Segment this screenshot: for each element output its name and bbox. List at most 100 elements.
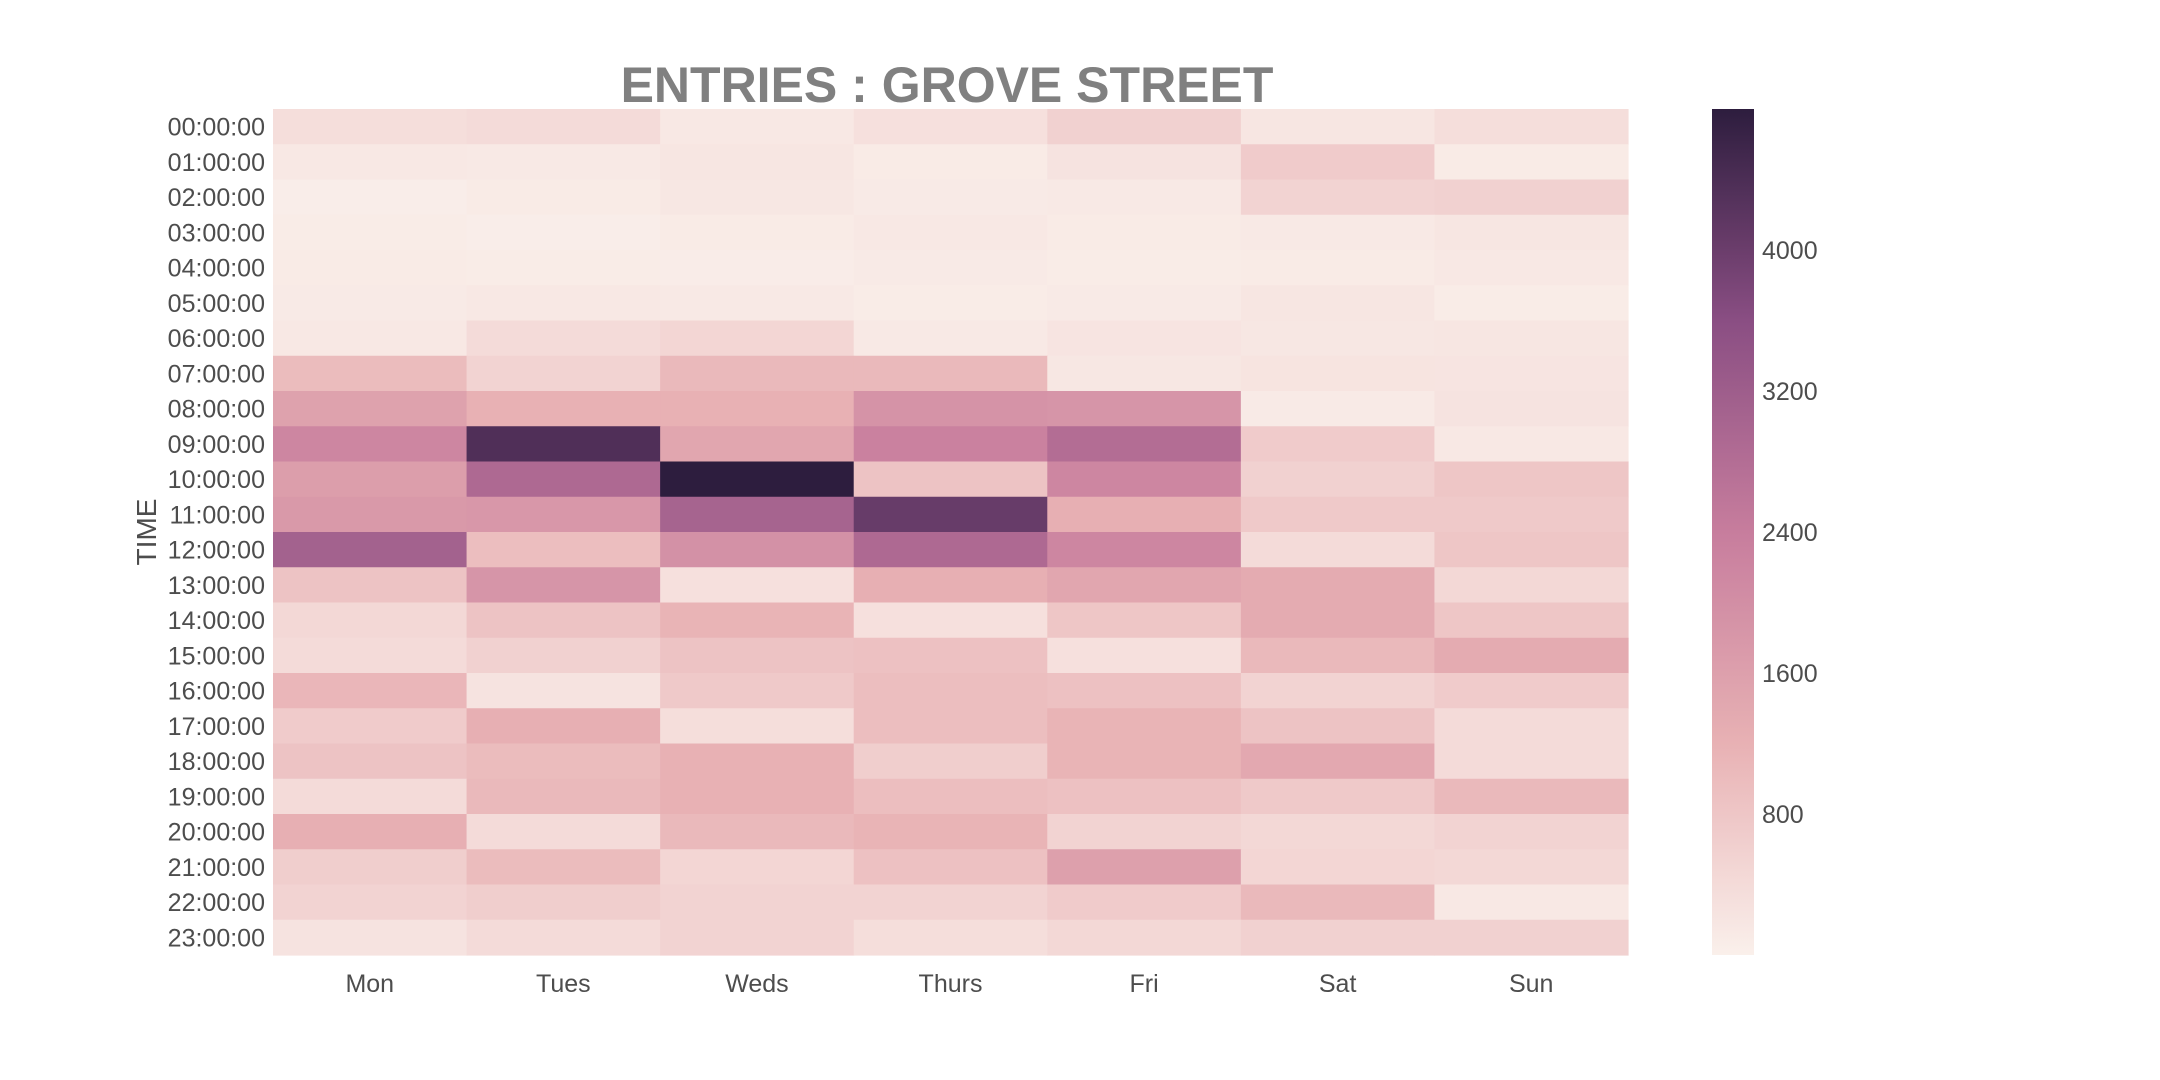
x-tick-label: Weds xyxy=(725,970,788,998)
heatmap-cell xyxy=(273,496,468,533)
heatmap-cell xyxy=(1434,461,1629,498)
y-tick-label: 17:00:00 xyxy=(168,713,265,741)
y-tick-label: 23:00:00 xyxy=(168,924,265,952)
colorbar-tick-label: 800 xyxy=(1762,801,1804,829)
heatmap-cell xyxy=(466,849,661,886)
heatmap-cell xyxy=(660,250,855,286)
heatmap-cell xyxy=(853,461,1048,498)
heatmap-cell xyxy=(853,250,1048,286)
heatmap-cell xyxy=(1240,532,1436,568)
heatmap-cell xyxy=(1240,214,1436,251)
heatmap-cell xyxy=(1240,426,1436,463)
heatmap-cell xyxy=(853,109,1048,145)
heatmap-cell xyxy=(1047,179,1242,216)
heatmap-cell xyxy=(273,919,468,956)
heatmap-cell xyxy=(853,320,1048,357)
heatmap-cell xyxy=(853,144,1048,181)
colorbar-tick-label: 3200 xyxy=(1762,378,1818,406)
colorbar-tick-label: 2400 xyxy=(1762,519,1818,547)
y-tick-label: 02:00:00 xyxy=(168,184,265,212)
heatmap-cell xyxy=(273,602,468,639)
heatmap-cell xyxy=(853,778,1048,815)
heatmap-cell xyxy=(1434,144,1629,181)
heatmap-cell xyxy=(1434,602,1629,639)
heatmap-cell xyxy=(1047,849,1242,886)
heatmap-cell xyxy=(660,708,855,745)
heatmap-cell xyxy=(1240,778,1436,815)
heatmap-cell xyxy=(466,919,661,956)
heatmap-cell xyxy=(660,849,855,886)
heatmap-cell xyxy=(466,708,661,745)
heatmap-cell xyxy=(1047,391,1242,427)
heatmap-cell xyxy=(466,743,661,780)
colorbar xyxy=(1712,109,1754,955)
y-tick-label: 07:00:00 xyxy=(168,360,265,388)
heatmap-cell xyxy=(466,426,661,463)
x-tick-label: Tues xyxy=(536,970,591,998)
heatmap-cell xyxy=(1434,285,1629,322)
heatmap-cell xyxy=(853,179,1048,216)
colorbar-tick-label: 1600 xyxy=(1762,660,1818,688)
heatmap-cell xyxy=(273,144,468,181)
heatmap-cell xyxy=(1240,179,1436,216)
heatmap-cell xyxy=(1047,708,1242,745)
heatmap-cell xyxy=(1047,743,1242,780)
y-tick-label: 21:00:00 xyxy=(168,854,265,882)
heatmap-cell xyxy=(273,391,468,427)
heatmap-cell xyxy=(853,849,1048,886)
y-tick-labels: 00:00:00 01:00:00 02:00:00 03:00:00 04:00:00… xyxy=(168,114,265,953)
heatmap-cell xyxy=(1240,355,1436,392)
heatmap-cell xyxy=(1240,814,1436,850)
heatmap-cell xyxy=(1240,285,1436,322)
y-tick-label: 19:00:00 xyxy=(168,783,265,811)
heatmap-cell xyxy=(660,214,855,251)
heatmap-cell xyxy=(853,426,1048,463)
heatmap-cell xyxy=(660,285,855,322)
heatmap-cell xyxy=(853,637,1048,674)
heatmap-cell xyxy=(1047,355,1242,392)
heatmap-cell xyxy=(1240,144,1436,181)
heatmap-cell xyxy=(660,637,855,674)
heatmap-cell xyxy=(1434,849,1629,886)
heatmap-cell xyxy=(273,179,468,216)
heatmap-cell xyxy=(660,532,855,568)
y-tick-label: 13:00:00 xyxy=(168,572,265,600)
heatmap-cell xyxy=(1434,109,1629,145)
heatmap-cell xyxy=(466,214,661,251)
heatmap-cell xyxy=(660,355,855,392)
heatmap-cell xyxy=(1047,673,1242,709)
y-tick-label: 14:00:00 xyxy=(168,607,265,635)
heatmap-cell xyxy=(466,778,661,815)
heatmap-cell xyxy=(660,179,855,216)
heatmap-cell xyxy=(1240,919,1436,956)
heatmap-cell xyxy=(1434,814,1629,850)
heatmap-cell xyxy=(466,320,661,357)
y-tick-label: 08:00:00 xyxy=(168,396,265,424)
heatmap-cell xyxy=(853,884,1048,921)
heatmap-cell xyxy=(660,778,855,815)
heatmap-cell xyxy=(853,532,1048,568)
heatmap-cell xyxy=(660,426,855,463)
heatmap-cell xyxy=(273,743,468,780)
heatmap-cell xyxy=(1240,743,1436,780)
heatmap-cell xyxy=(466,144,661,181)
heatmap-cell xyxy=(1047,496,1242,533)
heatmap-cell xyxy=(1047,567,1242,604)
heatmap-cell xyxy=(466,250,661,286)
y-tick-label: 01:00:00 xyxy=(168,149,265,177)
y-tick-label: 04:00:00 xyxy=(168,255,265,283)
heatmap-cell xyxy=(273,320,468,357)
heatmap-cell xyxy=(853,214,1048,251)
heatmap-cell xyxy=(1047,320,1242,357)
heatmap-cell xyxy=(660,814,855,850)
heatmap-cell xyxy=(660,391,855,427)
y-tick-label: 15:00:00 xyxy=(168,642,265,670)
heatmap-cell xyxy=(1047,602,1242,639)
heatmap-cell xyxy=(1240,109,1436,145)
heatmap-cell xyxy=(660,919,855,956)
heatmap-cell xyxy=(853,919,1048,956)
y-axis-label: TIME xyxy=(131,499,162,566)
heatmap-cell xyxy=(466,884,661,921)
heatmap-cell xyxy=(1434,567,1629,604)
